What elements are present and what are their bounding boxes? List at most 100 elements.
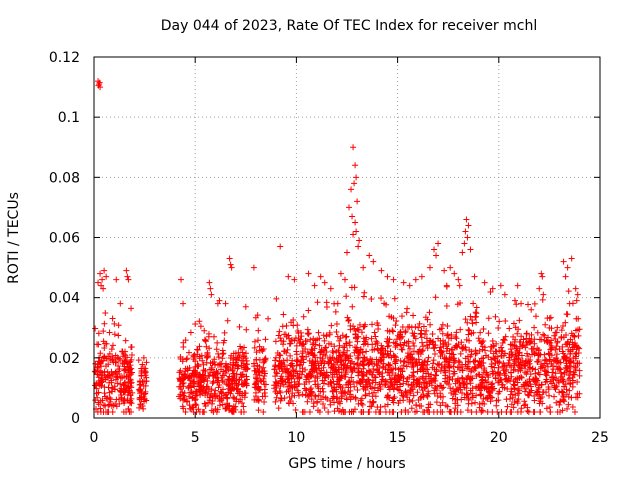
- data-point: [393, 336, 400, 343]
- data-point: [243, 373, 250, 380]
- data-point: [138, 365, 145, 372]
- data-point: [311, 282, 318, 289]
- data-point: [106, 329, 113, 336]
- data-point: [525, 301, 532, 308]
- data-point: [238, 380, 245, 387]
- data-point: [390, 365, 397, 372]
- data-point: [243, 382, 250, 389]
- data-point: [455, 276, 462, 283]
- data-point: [574, 291, 581, 298]
- data-point: [287, 340, 294, 347]
- data-point: [369, 393, 376, 400]
- data-point: [125, 276, 132, 283]
- data-point: [488, 363, 495, 370]
- data-point: [202, 402, 209, 409]
- data-point: [229, 408, 236, 415]
- data-point: [383, 338, 390, 345]
- data-point: [452, 380, 459, 387]
- data-point: [554, 357, 561, 364]
- data-point: [278, 337, 285, 344]
- data-point: [425, 390, 432, 397]
- data-point: [275, 405, 282, 412]
- data-point: [348, 186, 355, 193]
- data-point: [261, 356, 268, 363]
- data-point: [201, 327, 208, 334]
- data-point: [466, 376, 473, 383]
- data-point: [508, 401, 515, 408]
- data-point: [500, 352, 507, 359]
- data-point: [348, 408, 355, 415]
- data-point: [275, 363, 282, 370]
- data-point: [496, 378, 503, 385]
- data-point: [489, 370, 496, 377]
- data-point: [422, 358, 429, 365]
- data-point: [569, 374, 576, 381]
- y-axis-label: ROTI / TECUs: [6, 192, 22, 284]
- data-point: [507, 369, 514, 376]
- data-point: [92, 368, 99, 375]
- data-point: [92, 397, 99, 404]
- data-point: [522, 359, 529, 366]
- data-point: [333, 328, 340, 335]
- data-point: [524, 404, 531, 411]
- data-point: [298, 371, 305, 378]
- data-point: [202, 368, 209, 375]
- data-point: [540, 331, 547, 338]
- data-point: [559, 407, 566, 414]
- data-point: [569, 344, 576, 351]
- data-point: [288, 362, 295, 369]
- data-point: [420, 323, 427, 330]
- data-point: [337, 335, 344, 342]
- data-point: [418, 330, 425, 337]
- data-point: [418, 273, 425, 280]
- data-point: [471, 364, 478, 371]
- data-point: [305, 331, 312, 338]
- data-point: [256, 347, 263, 354]
- data-point: [433, 399, 440, 406]
- data-point: [204, 391, 211, 398]
- data-point: [358, 329, 365, 336]
- data-point: [570, 360, 577, 367]
- data-point: [560, 394, 567, 401]
- data-point: [452, 391, 459, 398]
- data-point: [456, 282, 463, 289]
- data-point: [223, 363, 230, 370]
- data-point: [94, 364, 101, 371]
- data-point: [535, 369, 542, 376]
- data-point: [233, 398, 240, 405]
- chart-title: Day 044 of 2023, Rate Of TEC Index for r…: [160, 18, 538, 34]
- data-point: [489, 380, 496, 387]
- data-point: [188, 384, 195, 391]
- data-point: [215, 354, 222, 361]
- data-point: [513, 345, 520, 352]
- data-point: [469, 317, 476, 324]
- data-point: [564, 264, 571, 271]
- data-point: [479, 376, 486, 383]
- data-point: [462, 228, 469, 235]
- data-point: [468, 408, 475, 415]
- data-point: [390, 276, 397, 283]
- data-point: [402, 388, 409, 395]
- data-point: [372, 333, 379, 340]
- data-point: [493, 402, 500, 409]
- x-tick-label: 25: [591, 430, 609, 446]
- data-points: [91, 78, 583, 415]
- data-point: [127, 383, 134, 390]
- data-point: [409, 361, 416, 368]
- data-point: [448, 335, 455, 342]
- data-point: [362, 379, 369, 386]
- data-point: [536, 400, 543, 407]
- data-point: [402, 328, 409, 335]
- data-point: [516, 317, 523, 324]
- data-point: [196, 343, 203, 350]
- data-point: [560, 258, 567, 265]
- data-point: [106, 350, 113, 357]
- data-point: [231, 395, 238, 402]
- data-point: [515, 356, 522, 363]
- data-point: [368, 335, 375, 342]
- data-point: [432, 377, 439, 384]
- data-point: [545, 350, 552, 357]
- data-point: [384, 401, 391, 408]
- data-point: [353, 344, 360, 351]
- data-point: [427, 337, 434, 344]
